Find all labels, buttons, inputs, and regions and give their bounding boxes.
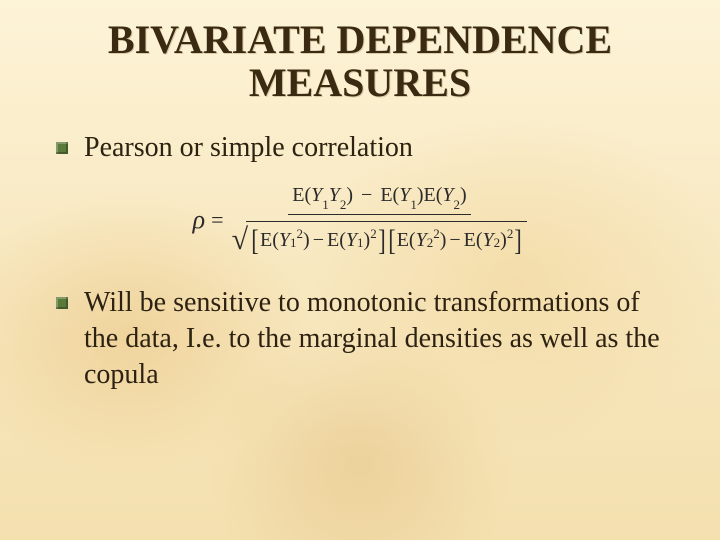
den-group-2: [ E(Y22) − E(Y2)2 ] xyxy=(387,225,524,255)
title-line-2: MEASURES xyxy=(44,61,676,104)
slide: BIVARIATE DEPENDENCE MEASURES Pearson or… xyxy=(0,0,720,540)
formula: ρ = E(Y1Y2) − E(Y1)E(Y2) √ [ xyxy=(56,184,664,255)
formula-lhs: ρ xyxy=(193,205,205,235)
bullet-text: Will be sensitive to monotonic transform… xyxy=(84,285,664,392)
den-group-1: [ E(Y12) − E(Y1)2 ] xyxy=(250,225,387,255)
equals-sign: = xyxy=(211,207,223,233)
slide-title: BIVARIATE DEPENDENCE MEASURES xyxy=(44,18,676,104)
title-line-1: BIVARIATE DEPENDENCE xyxy=(44,18,676,61)
bullet-text: Pearson or simple correlation xyxy=(84,130,413,166)
sqrt: √ [ E(Y12) − E(Y1)2 ] [ xyxy=(232,221,528,255)
list-item: Will be sensitive to monotonic transform… xyxy=(56,285,664,392)
bullet-list: Pearson or simple correlation ρ = E(Y1Y2… xyxy=(44,130,676,392)
fraction: E(Y1Y2) − E(Y1)E(Y2) √ [ E(Y12) − xyxy=(232,184,528,255)
list-item: Pearson or simple correlation xyxy=(56,130,664,166)
bullet-icon xyxy=(56,142,68,154)
denominator: √ [ E(Y12) − E(Y1)2 ] [ xyxy=(232,215,528,255)
numerator: E(Y1Y2) − E(Y1)E(Y2) xyxy=(288,184,470,215)
bullet-icon xyxy=(56,297,68,309)
